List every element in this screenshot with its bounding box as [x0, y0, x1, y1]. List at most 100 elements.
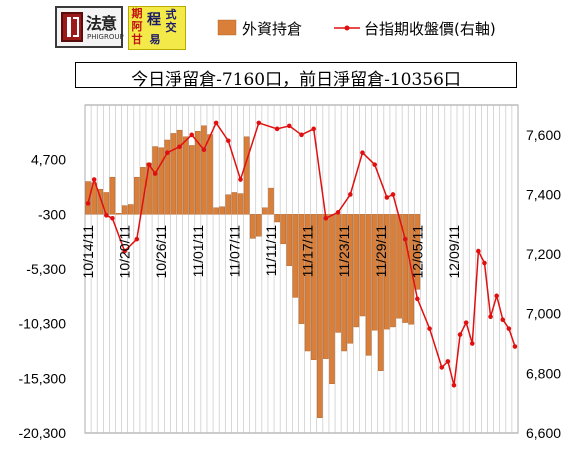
position-bar: [207, 134, 213, 215]
position-bar: [359, 214, 366, 317]
position-bar: [317, 214, 323, 418]
chart-title: 今日淨留倉-7160口，前日淨留倉-10356口: [131, 70, 461, 90]
close-price-point: [402, 236, 408, 242]
y-left-tick-label: -20,300: [19, 425, 67, 441]
position-bar: [231, 192, 238, 215]
position-bar: [182, 136, 189, 215]
close-price-point: [451, 382, 457, 388]
position-bar: [268, 187, 274, 215]
close-price-point: [274, 126, 280, 132]
legend-line-label: 台指期收盤價(右軸): [364, 20, 496, 38]
phigroup-logo: 法意 PHIGROUP: [55, 6, 124, 48]
y-left-tick-label: 4,700: [31, 152, 66, 168]
x-tick-label: 10/26/11: [153, 225, 169, 279]
logo-char: 期: [131, 7, 143, 20]
position-bar: [249, 214, 256, 239]
close-price-point: [469, 341, 475, 346]
close-price-point: [506, 326, 512, 331]
close-price-point: [482, 260, 487, 266]
position-bar: [323, 214, 329, 359]
position-bar: [402, 214, 408, 323]
logo-char: 易: [149, 33, 161, 46]
legend-bar-swatch: [217, 19, 237, 36]
close-price-point: [256, 120, 262, 126]
position-bar: [292, 214, 299, 298]
x-tick-label: 11/17/11: [300, 225, 316, 278]
y-right-tick-label: 7,000: [526, 306, 561, 322]
close-price-point: [238, 177, 243, 182]
close-price-point: [415, 296, 420, 302]
position-bar: [286, 214, 293, 266]
x-tick-label: 11/01/11: [190, 225, 206, 278]
close-price-point: [165, 150, 170, 156]
position-bar: [176, 129, 183, 215]
logo-char: 式: [165, 8, 177, 21]
position-bar: [414, 214, 421, 290]
legend-bar-label: 外資持倉: [242, 20, 302, 38]
close-price-point: [476, 248, 481, 254]
close-price-point: [152, 171, 158, 176]
position-bar: [201, 125, 207, 215]
position-bar: [146, 162, 152, 215]
close-price-point: [384, 195, 390, 200]
close-price-point: [213, 120, 219, 126]
position-bar: [353, 214, 360, 328]
logo-char: 程: [147, 12, 161, 28]
position-bar: [225, 194, 232, 215]
position-bar: [365, 214, 372, 356]
seal-icon: [61, 12, 83, 42]
position-bar: [298, 214, 305, 324]
position-bar: [195, 131, 201, 215]
position-bar: [329, 214, 335, 384]
position-bar: [304, 214, 311, 352]
close-price-point: [512, 344, 518, 349]
position-bar: [115, 213, 122, 215]
position-bar: [85, 181, 91, 215]
position-bar: [384, 214, 390, 330]
position-bar: [280, 214, 286, 245]
position-bar: [188, 145, 195, 215]
close-price-point: [445, 359, 451, 364]
close-price-point: [500, 317, 506, 322]
x-tick-label: 10/20/11: [117, 225, 133, 279]
position-bar: [378, 214, 384, 371]
y-left-tick-label: -10,300: [19, 316, 67, 332]
x-tick-label: 12/05/11: [409, 225, 425, 279]
position-bar: [158, 147, 164, 215]
position-bar: [140, 167, 146, 215]
logo-sub: PHIGROUP: [87, 33, 124, 41]
y-right-tick-label: 7,600: [526, 127, 561, 143]
logo-char: 甘: [131, 33, 143, 46]
close-price-point: [189, 132, 195, 138]
y-left-tick-label: -15,300: [19, 370, 67, 386]
close-price-point: [427, 326, 432, 331]
position-bar: [213, 207, 219, 215]
position-bar: [121, 205, 128, 215]
position-bar: [97, 188, 104, 215]
close-price-point: [134, 236, 140, 242]
y-left-tick-label: -300: [38, 206, 66, 222]
x-tick-label: 10/14/11: [80, 225, 96, 279]
close-price-point: [372, 162, 377, 167]
close-price-point: [347, 192, 353, 197]
position-bar: [164, 139, 171, 215]
logo-char: 阿: [131, 20, 143, 33]
legend-line-marker: [344, 25, 350, 31]
close-price-point: [104, 213, 109, 218]
close-price-point: [311, 126, 316, 132]
logo-name: 法意: [86, 14, 117, 33]
close-price-point: [488, 314, 493, 320]
close-price-point: [85, 201, 91, 206]
position-bar: [152, 146, 158, 215]
close-price-point: [177, 144, 182, 150]
x-tick-label: 11/23/11: [336, 225, 352, 278]
agan-program-trading-logo: 期 阿 甘 程 式 交 易: [128, 6, 186, 50]
position-bar: [371, 214, 378, 331]
close-price-point: [299, 132, 304, 138]
logo-char: 交: [165, 21, 177, 34]
position-bar: [219, 206, 225, 215]
close-price-point: [122, 248, 127, 254]
y-right-tick-label: 6,600: [526, 425, 561, 441]
position-bar: [109, 176, 116, 215]
